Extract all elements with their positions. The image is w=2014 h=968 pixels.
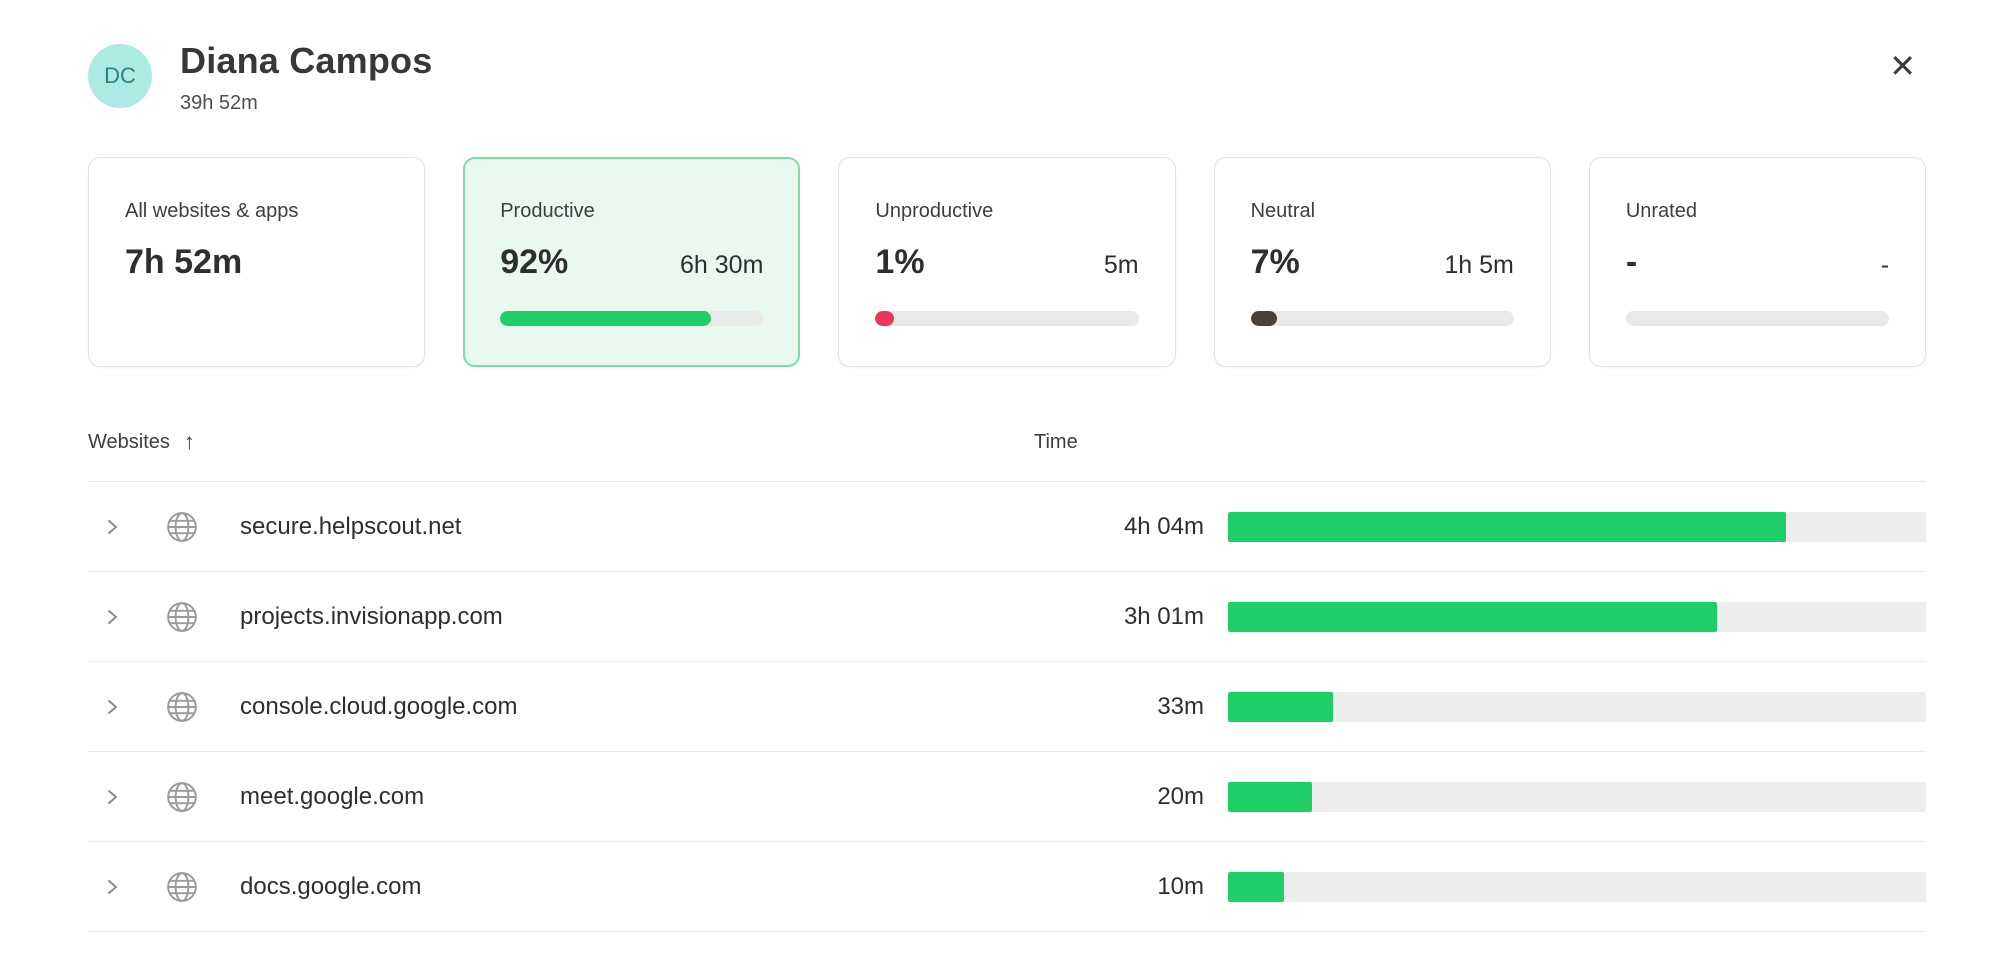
card-percent: 7%: [1250, 243, 1300, 281]
row-usage-bar-fill: [1228, 691, 1333, 722]
chevron-right-icon[interactable]: [88, 875, 136, 899]
row-usage-bar-fill: [1228, 871, 1284, 902]
card-time: 6h 30m: [680, 251, 764, 279]
table-row[interactable]: secure.helpscout.net 4h 04m: [88, 482, 1926, 572]
row-usage-bar-fill: [1228, 781, 1312, 812]
card-percent: 1%: [875, 243, 925, 281]
productive-progress-fill: [500, 311, 711, 326]
card-label: Neutral: [1250, 200, 1316, 222]
card-label: All websites & apps: [125, 200, 299, 222]
globe-icon: [160, 871, 216, 903]
table-row[interactable]: docs.google.com 10m: [88, 842, 1926, 932]
globe-icon: [160, 781, 216, 813]
chevron-right-icon[interactable]: [88, 695, 136, 719]
row-time: 3h 01m: [1123, 602, 1204, 630]
globe-icon: [160, 511, 216, 543]
card-percent: 92%: [500, 243, 569, 281]
row-time: 20m: [1157, 782, 1204, 810]
row-usage-bar: [1228, 781, 1926, 812]
table-row[interactable]: console.cloud.google.com 33m: [88, 662, 1926, 752]
row-domain: meet.google.com: [240, 782, 425, 810]
row-domain: secure.helpscout.net: [240, 512, 462, 540]
card-bar-spacer: [125, 311, 388, 326]
globe-icon: [160, 601, 216, 633]
websites-table: Websites ↑ Time secure.helpscout.net 4h …: [88, 429, 1926, 932]
summary-cards: All websites & apps 7h 52m Productive 92…: [88, 157, 1927, 367]
card-label: Unproductive: [875, 200, 994, 222]
card-unrated[interactable]: Unrated - -: [1588, 157, 1927, 367]
close-button[interactable]: ✕: [1883, 44, 1922, 88]
header-text: Diana Campos 39h 52m: [180, 40, 432, 115]
row-domain: console.cloud.google.com: [240, 692, 518, 720]
row-usage-bar: [1228, 691, 1926, 722]
chevron-right-icon[interactable]: [88, 785, 136, 809]
row-usage-bar-fill: [1228, 601, 1717, 632]
card-unproductive[interactable]: Unproductive 1% 5m: [838, 157, 1176, 367]
row-usage-bar-fill: [1228, 511, 1787, 542]
productive-progress-track: [500, 311, 764, 326]
card-time: 5m: [1103, 251, 1139, 279]
card-label: Unrated: [1625, 200, 1697, 222]
time-column-label: Time: [1034, 430, 1078, 453]
row-time: 10m: [1157, 872, 1204, 900]
table-header: Websites ↑ Time: [88, 429, 1926, 482]
close-icon: ✕: [1889, 48, 1916, 84]
row-usage-bar: [1228, 511, 1926, 542]
row-time: 4h 04m: [1123, 512, 1204, 540]
row-usage-bar: [1228, 871, 1926, 902]
chevron-right-icon[interactable]: [88, 605, 136, 629]
neutral-progress-track: [1250, 311, 1514, 326]
card-all-websites-apps[interactable]: All websites & apps 7h 52m: [88, 157, 426, 367]
card-label: Productive: [500, 200, 595, 222]
row-domain: projects.invisionapp.com: [240, 602, 503, 630]
table-row[interactable]: projects.invisionapp.com 3h 01m: [88, 572, 1926, 662]
card-neutral[interactable]: Neutral 7% 1h 5m: [1213, 157, 1551, 367]
unrated-progress-track: [1625, 311, 1890, 326]
card-percent: -: [1625, 243, 1638, 281]
row-usage-bar: [1228, 601, 1926, 632]
table-row[interactable]: meet.google.com 20m: [88, 752, 1926, 842]
card-value: 7h 52m: [125, 243, 243, 281]
column-header-time[interactable]: Time: [1034, 431, 1204, 454]
total-tracked-time: 39h 52m: [180, 92, 258, 114]
page-title: Diana Campos: [180, 40, 433, 81]
globe-icon: [160, 691, 216, 723]
card-productive[interactable]: Productive 92% 6h 30m: [463, 157, 801, 367]
card-time: -: [1880, 251, 1890, 279]
unproductive-progress-track: [875, 311, 1139, 326]
unproductive-progress-fill: [875, 311, 894, 326]
websites-column-label: Websites: [88, 430, 170, 453]
row-time: 33m: [1157, 692, 1204, 720]
chevron-right-icon[interactable]: [88, 515, 136, 539]
row-domain: docs.google.com: [240, 872, 422, 900]
card-time: 1h 5m: [1444, 251, 1514, 279]
avatar: DC: [88, 44, 152, 108]
report-header: DC Diana Campos 39h 52m: [88, 40, 1926, 115]
sort-ascending-icon: ↑: [183, 429, 195, 454]
neutral-progress-fill: [1250, 311, 1277, 326]
column-header-websites[interactable]: Websites ↑: [88, 429, 1010, 455]
